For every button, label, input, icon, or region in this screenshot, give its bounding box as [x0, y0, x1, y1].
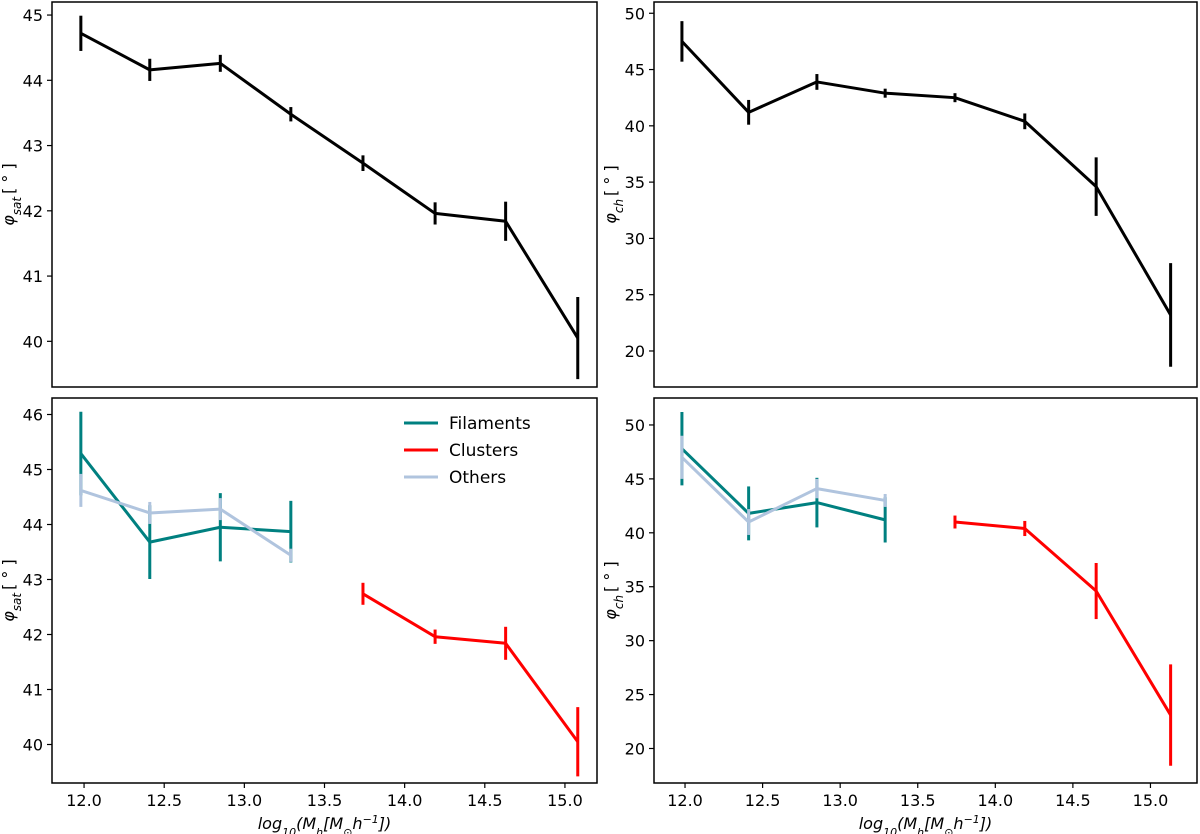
y-tick-label: 43 — [23, 571, 43, 590]
x-tick-label: 14.0 — [978, 791, 1014, 810]
y-tick-label: 40 — [23, 736, 43, 755]
y-tick-label: 42 — [23, 202, 43, 221]
y-tick-label: 45 — [625, 61, 645, 80]
axes-frame — [653, 1, 1198, 388]
series-line — [954, 520, 1172, 716]
y-tick-label: 43 — [23, 137, 43, 156]
x-axis-label: log10(Mh[M⊙h−1]) — [258, 813, 392, 834]
y-tick-label: 41 — [23, 681, 43, 700]
series-clusters — [953, 515, 1173, 766]
y-tick-label: 42 — [23, 626, 43, 645]
x-tick-label: 12.5 — [745, 791, 781, 810]
legend-label: Filaments — [449, 414, 531, 434]
x-tick-label: 12.5 — [146, 791, 182, 810]
axes-frame — [653, 397, 1198, 784]
y-tick-label: 30 — [625, 229, 645, 248]
series-line — [79, 452, 291, 544]
y-tick-label: 45 — [625, 470, 645, 489]
series-all — [79, 15, 580, 380]
y-tick-label: 20 — [625, 739, 645, 758]
y-tick-label: 40 — [625, 524, 645, 543]
legend-label: Clusters — [449, 441, 518, 461]
y-tick-label: 45 — [23, 461, 43, 480]
series-line — [680, 40, 1172, 316]
panel-bottom-left: 40 41 42 43 44 45 46 12.0 12.5 13.0 13.5 14.0 14.5 15… — [0, 397, 598, 834]
x-tick-label: 13.0 — [822, 791, 858, 810]
series-line — [80, 488, 292, 557]
y-tick-label: 25 — [625, 686, 645, 705]
series-line — [362, 592, 579, 743]
y-tick-label: 35 — [625, 173, 645, 192]
y-axis-label: φsat[ ° ] — [0, 559, 24, 622]
series-others — [680, 435, 887, 535]
x-tick-label: 15.0 — [547, 791, 583, 810]
y-tick-label: 45 — [23, 6, 43, 25]
x-tick-label: 14.0 — [387, 791, 423, 810]
series-clusters — [361, 582, 580, 777]
x-tick-label: 15.0 — [1133, 791, 1169, 810]
y-tick-label: 50 — [625, 416, 645, 435]
x-axis-label: log10(Mh[M⊙h−1]) — [859, 813, 993, 834]
legend: Filaments Clusters Others — [404, 414, 531, 488]
y-tick-label: 30 — [625, 632, 645, 651]
series-line — [680, 456, 886, 524]
panel-top-right: 20 25 30 35 40 45 50 φch[ ° ] — [601, 1, 1198, 388]
y-tick-label: 40 — [23, 332, 43, 351]
series-filaments — [79, 411, 293, 579]
y-axis-label: φch[ ° ] — [601, 165, 626, 223]
x-tick-label: 14.5 — [467, 791, 503, 810]
axes-frame — [51, 397, 598, 784]
y-tick-label: 25 — [625, 286, 645, 305]
y-tick-label: 44 — [23, 516, 43, 535]
y-tick-label: 40 — [625, 117, 645, 136]
x-tick-label: 14.5 — [1055, 791, 1091, 810]
x-tick-label: 13.5 — [900, 791, 936, 810]
y-tick-label: 41 — [23, 267, 43, 286]
series-filaments — [680, 412, 887, 543]
panel-bottom-right: 20 25 30 35 40 45 50 12.0 12.5 13.0 13.5 14.0 14.5 15… — [601, 397, 1198, 834]
legend-label: Others — [449, 468, 506, 488]
x-tick-label: 12.0 — [667, 791, 703, 810]
series-all — [680, 21, 1173, 367]
x-tick-label: 13.5 — [307, 791, 343, 810]
y-tick-label: 35 — [625, 578, 645, 597]
panel-top-left: 40 41 42 43 44 45 φsat[ ° ] — [0, 1, 598, 388]
y-tick-label: 46 — [23, 406, 43, 425]
series-others — [79, 473, 293, 562]
x-tick-label: 13.0 — [227, 791, 263, 810]
series-line — [680, 447, 886, 522]
y-tick-label: 50 — [625, 4, 645, 23]
y-tick-label: 44 — [23, 71, 43, 90]
y-tick-label: 20 — [625, 342, 645, 361]
y-axis-label: φsat[ ° ] — [0, 163, 24, 226]
series-line — [80, 31, 580, 339]
x-tick-label: 12.0 — [66, 791, 102, 810]
y-axis-label: φch[ ° ] — [601, 561, 626, 619]
axes-frame — [51, 1, 598, 388]
